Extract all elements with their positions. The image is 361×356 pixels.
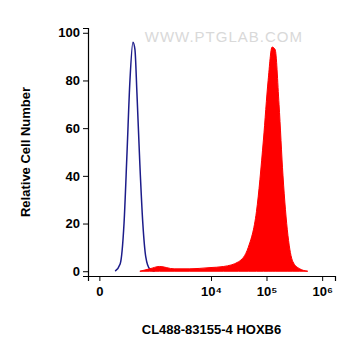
chart: WWW.PTGLAB.COM 0 10⁴ 10⁵ 10⁶ 0 20 40 60 80 100 CL48…: [0, 0, 361, 356]
x-axis: 0 10⁴ 10⁵ 10⁶: [89, 276, 336, 299]
x-axis-line: [89, 277, 336, 282]
x-tick-mark: [99, 276, 100, 281]
y-axis: 0 20 40 60 80 100: [58, 25, 88, 278]
y-tick-mark: [83, 128, 88, 129]
y-tick-label: 100: [58, 25, 80, 40]
y-tick-label: 60: [66, 121, 80, 136]
y-tick: 0: [73, 264, 88, 279]
histogram-area: [140, 47, 308, 271]
y-tick-mark: [83, 271, 88, 272]
x-tick-label: 10⁴: [201, 284, 222, 299]
y-tick-mark: [83, 80, 88, 81]
x-axis-title: CL488-83155-4 HOXB6: [142, 322, 281, 337]
x-tick-mark: [266, 276, 267, 281]
x-tick: 0: [96, 276, 103, 299]
plot-area: [115, 42, 308, 271]
x-tick-label: 0: [96, 284, 103, 299]
y-tick: 40: [66, 169, 88, 184]
y-tick-mark: [83, 224, 88, 225]
x-tick-label: 10⁵: [257, 284, 278, 299]
watermark: WWW.PTGLAB.COM: [145, 28, 303, 45]
y-axis-line: [83, 29, 89, 277]
y-tick-label: 20: [66, 216, 80, 231]
y-tick-mark: [83, 33, 88, 34]
x-tick-mark: [322, 276, 323, 281]
y-tick-label: 80: [66, 73, 80, 88]
x-tick-label: 10⁶: [312, 284, 332, 299]
y-tick-mark: [83, 176, 88, 177]
x-tick: 10⁶: [312, 276, 332, 299]
y-tick-label: 0: [73, 264, 80, 279]
x-tick: 10⁵: [257, 276, 278, 299]
histogram-line: [115, 42, 155, 271]
y-tick-label: 40: [66, 169, 80, 184]
x-tick-mark: [211, 276, 212, 281]
y-axis-title: Relative Cell Number: [18, 87, 33, 217]
y-tick: 80: [66, 73, 88, 88]
y-tick: 100: [58, 25, 88, 40]
x-tick: 10⁴: [201, 276, 222, 299]
y-tick: 20: [66, 216, 88, 231]
y-tick: 60: [66, 121, 88, 136]
